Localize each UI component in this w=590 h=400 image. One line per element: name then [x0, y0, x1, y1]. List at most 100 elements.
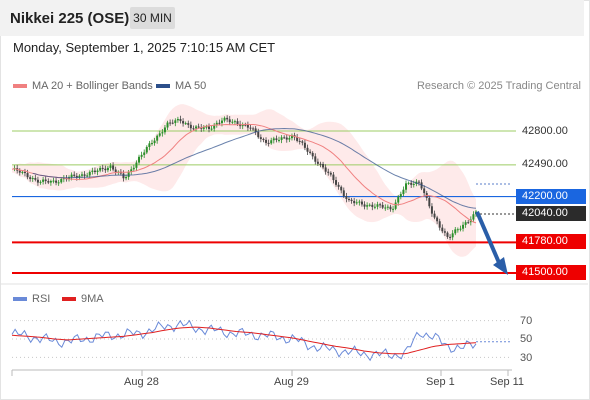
- candle-body: [430, 206, 433, 214]
- candle-body: [259, 137, 262, 139]
- candle-body: [57, 182, 60, 184]
- candle-body: [342, 190, 345, 197]
- ma20-legend-swatch: [13, 84, 27, 88]
- candle-body: [26, 173, 29, 178]
- candle-body: [210, 128, 213, 130]
- candle-body: [446, 232, 449, 237]
- candle-body: [23, 171, 26, 174]
- candle-body: [254, 128, 257, 133]
- candle-body: [464, 222, 467, 225]
- candle-body: [233, 121, 236, 123]
- candle-body: [371, 204, 374, 207]
- candle-body: [228, 119, 231, 123]
- candle-body: [423, 188, 426, 194]
- candle-body: [29, 177, 32, 179]
- candle-body: [454, 229, 457, 234]
- level-label-42490: 42490.00: [522, 158, 568, 170]
- candle-body: [192, 128, 195, 130]
- candle-body: [392, 208, 395, 210]
- candle-body: [324, 167, 327, 172]
- level-label-41780: 41780.00: [516, 234, 586, 249]
- candle-body: [459, 228, 462, 230]
- candle-body: [244, 124, 247, 126]
- candle-body: [80, 174, 83, 176]
- candle-body: [140, 154, 143, 157]
- candle-body: [262, 138, 265, 140]
- candle-body: [288, 138, 291, 140]
- candle-body: [347, 199, 350, 201]
- credit-label: Research © 2025 Trading Central: [416, 80, 581, 92]
- candle-body: [397, 196, 400, 203]
- candle-body: [52, 180, 55, 182]
- candle-body: [257, 132, 260, 138]
- candle-body: [119, 171, 122, 174]
- candle-body: [135, 162, 138, 168]
- candle-body: [417, 181, 420, 183]
- candle-body: [220, 120, 223, 124]
- candle-body: [402, 189, 405, 195]
- candle-body: [438, 221, 441, 228]
- candle-body: [319, 163, 322, 165]
- candle-body: [373, 206, 376, 208]
- candle-body: [410, 182, 413, 185]
- candle-body: [280, 137, 283, 140]
- candle-body: [451, 233, 454, 238]
- candle-body: [166, 122, 169, 128]
- candle-body: [226, 117, 229, 120]
- candle-body: [132, 167, 135, 170]
- candle-body: [329, 172, 332, 175]
- candle-body: [195, 126, 198, 129]
- level-label-42040: 42040.00: [516, 206, 586, 221]
- x-tick-sep11: Sep 11: [490, 376, 525, 388]
- candle-body: [270, 140, 273, 144]
- candle-body: [358, 201, 361, 203]
- candle-body: [368, 204, 371, 206]
- candle-body: [114, 169, 117, 173]
- candle-body: [174, 120, 177, 124]
- candle-body: [93, 170, 96, 172]
- candle-body: [130, 169, 133, 172]
- timeframe-badge[interactable]: 30 MIN: [130, 7, 175, 29]
- candle-body: [335, 180, 338, 185]
- candle-body: [171, 122, 174, 124]
- candle-body: [202, 127, 205, 129]
- candle-body: [353, 200, 356, 204]
- candle-body: [337, 184, 340, 187]
- candle-body: [433, 213, 436, 218]
- ma20-legend-label: MA 20 + Bollinger Bands: [32, 80, 153, 92]
- candle-body: [44, 179, 47, 182]
- candle-body: [106, 167, 109, 171]
- candle-body: [213, 124, 216, 129]
- forecast-arrow-shaft: [475, 211, 502, 266]
- candle-body: [161, 132, 164, 134]
- candle-body: [189, 124, 192, 129]
- candle-body: [205, 126, 208, 128]
- ma20-line: [11, 123, 477, 224]
- forecast-arrow-head: [493, 257, 508, 275]
- candle-body: [376, 204, 379, 207]
- candle-body: [163, 127, 166, 133]
- candle-body: [441, 227, 444, 232]
- candle-body: [145, 146, 148, 153]
- candle-body: [345, 196, 348, 200]
- candle-body: [122, 173, 125, 179]
- candle-body: [36, 179, 39, 183]
- candle-body: [355, 202, 358, 204]
- candle-body: [332, 174, 335, 181]
- candle-body: [275, 138, 278, 140]
- candle-body: [394, 202, 397, 209]
- rsi-tick-70: 70: [520, 315, 533, 327]
- candle-body: [340, 186, 343, 191]
- candle-body: [176, 119, 179, 121]
- candle-body: [31, 178, 34, 180]
- rsi-line: [11, 319, 477, 362]
- candle-body: [47, 181, 50, 183]
- candle-body: [462, 224, 465, 229]
- candle-body: [208, 126, 211, 129]
- candle-body: [187, 123, 190, 125]
- ma50-legend-label: MA 50: [175, 80, 207, 92]
- candle-body: [384, 207, 387, 209]
- candle-body: [236, 121, 239, 124]
- rsi-ma-line: [11, 326, 477, 355]
